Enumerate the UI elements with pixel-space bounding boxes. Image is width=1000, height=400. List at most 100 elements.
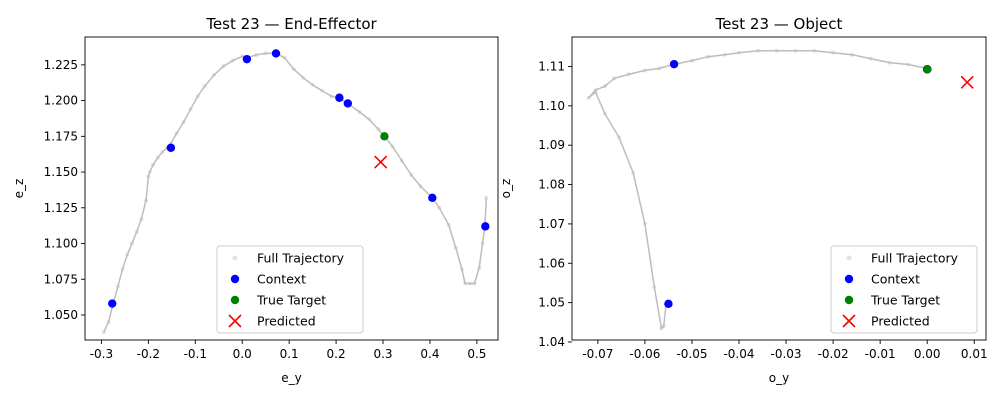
- trajectory-point: [868, 56, 873, 61]
- context-point: [343, 99, 353, 108]
- predicted-x-stroke: [842, 314, 856, 328]
- trajectory-point: [652, 284, 657, 289]
- y-axis-label: o_z: [499, 179, 513, 199]
- legend-trajectory-marker: [232, 255, 238, 261]
- trajectory-point: [453, 245, 458, 250]
- context-point: [166, 143, 176, 152]
- y-tick-label: 1.11: [538, 60, 565, 74]
- trajectory-point: [399, 158, 404, 163]
- trajectory-point: [484, 195, 489, 200]
- y-tick-label: 1.225: [44, 58, 78, 72]
- context-point: [242, 54, 252, 64]
- chart-title: Test 23 — End-Effector: [205, 15, 377, 33]
- x-tick-label: 0.4: [420, 347, 439, 361]
- trajectory-point: [188, 107, 193, 112]
- trajectory-point: [661, 324, 666, 329]
- trajectory-point: [151, 162, 156, 167]
- trajectory-point: [849, 52, 854, 57]
- trajectory-point: [129, 241, 134, 246]
- y-tick-label: 1.100: [44, 237, 78, 251]
- x-tick-label: -0.01: [865, 347, 896, 361]
- trajectory-point: [887, 60, 892, 65]
- trajectory-point: [586, 95, 591, 100]
- y-tick-label: 1.09: [538, 138, 565, 152]
- y-tick-label: 1.05: [538, 296, 565, 310]
- trajectory-point: [174, 131, 179, 136]
- y-tick-label: 1.07: [538, 217, 565, 231]
- trajectory-point: [774, 48, 779, 53]
- trajectory-point: [906, 62, 911, 67]
- trajectory-point: [101, 330, 106, 335]
- trajectory-point: [320, 88, 325, 93]
- legend-label: Full Trajectory: [257, 251, 345, 266]
- predicted-x-stroke: [374, 155, 388, 169]
- legend-frame: [830, 245, 978, 334]
- x-tick-label: -0.1: [184, 347, 207, 361]
- true-target-point: [380, 132, 389, 141]
- trajectory-point: [366, 117, 371, 122]
- x-tick-label: -0.2: [137, 347, 160, 361]
- trajectory-point: [181, 120, 186, 125]
- legend: Full Trajectory Context True Target Predict…: [216, 245, 364, 334]
- trajectory-point: [134, 230, 139, 235]
- trajectory-point: [155, 155, 160, 160]
- trajectory-point: [593, 88, 598, 93]
- trajectory-line: [587, 50, 928, 330]
- context-point: [664, 299, 673, 308]
- x-axis-label: o_y: [769, 371, 789, 385]
- x-tick-label: 0.2: [327, 347, 346, 361]
- legend-context-marker: [230, 274, 240, 284]
- trajectory-point: [291, 67, 296, 72]
- trajectory-point: [144, 198, 149, 203]
- plot-frame: [571, 36, 987, 341]
- trajectory-point: [467, 281, 472, 286]
- trajectory-point: [472, 281, 477, 286]
- trajectory-point: [477, 265, 482, 270]
- trajectory-point: [147, 170, 152, 175]
- y-tick-label: 1.06: [538, 256, 565, 270]
- legend: Full Trajectory Context True Target Predict…: [830, 245, 978, 334]
- trajectory-point: [106, 320, 111, 325]
- trajectory-point: [329, 94, 334, 99]
- x-tick-label: -0.02: [818, 347, 849, 361]
- legend-context-marker: [844, 274, 854, 284]
- trajectory-point: [593, 90, 598, 95]
- context-point: [271, 49, 281, 58]
- trajectory-point: [706, 54, 711, 59]
- x-tick-label: 0.3: [373, 347, 392, 361]
- x-tick-label: -0.03: [771, 347, 802, 361]
- predicted-x-stroke: [228, 314, 242, 328]
- context-point: [481, 222, 490, 231]
- end-effector-chart: -0.3 -0.2 -0.1 0.0 0.1 0.2 0.3 0.4 0.5 1.050 1.075…: [12, 15, 499, 385]
- predicted-marker: [374, 155, 388, 169]
- predicted-marker: [960, 75, 974, 89]
- trajectory-point: [793, 48, 798, 53]
- trajectory-point: [446, 222, 451, 227]
- chart-title: Test 23 — Object: [715, 15, 843, 33]
- x-tick-label: -0.3: [90, 347, 113, 361]
- trajectory-point: [737, 50, 742, 55]
- trajectory-point: [418, 184, 423, 189]
- y-tick-label: 1.08: [538, 178, 565, 192]
- context-point: [428, 193, 437, 202]
- legend-label: Predicted: [871, 314, 930, 329]
- y-tick-label: 1.075: [44, 272, 78, 286]
- trajectory-point: [689, 58, 694, 63]
- trajectory-point: [480, 241, 485, 246]
- legend-true-target-marker: [844, 295, 854, 305]
- legend-label: Predicted: [257, 314, 316, 329]
- x-tick-label: 0.01: [961, 347, 988, 361]
- object-chart: -0.07 -0.06 -0.05 -0.04 -0.03 -0.02 -0.01 0.00 0…: [499, 15, 988, 385]
- trajectory-point: [301, 75, 306, 80]
- trajectory-point: [626, 72, 631, 77]
- trajectory-point: [657, 66, 662, 71]
- legend-trajectory-marker: [846, 255, 852, 261]
- trajectory-point: [357, 110, 362, 115]
- trajectory-point: [722, 52, 727, 57]
- context-point: [108, 299, 117, 308]
- y-tick-label: 1.10: [538, 99, 565, 113]
- trajectory-point: [221, 64, 226, 69]
- x-tick-label: 0.00: [914, 347, 941, 361]
- trajectory-point: [160, 150, 165, 155]
